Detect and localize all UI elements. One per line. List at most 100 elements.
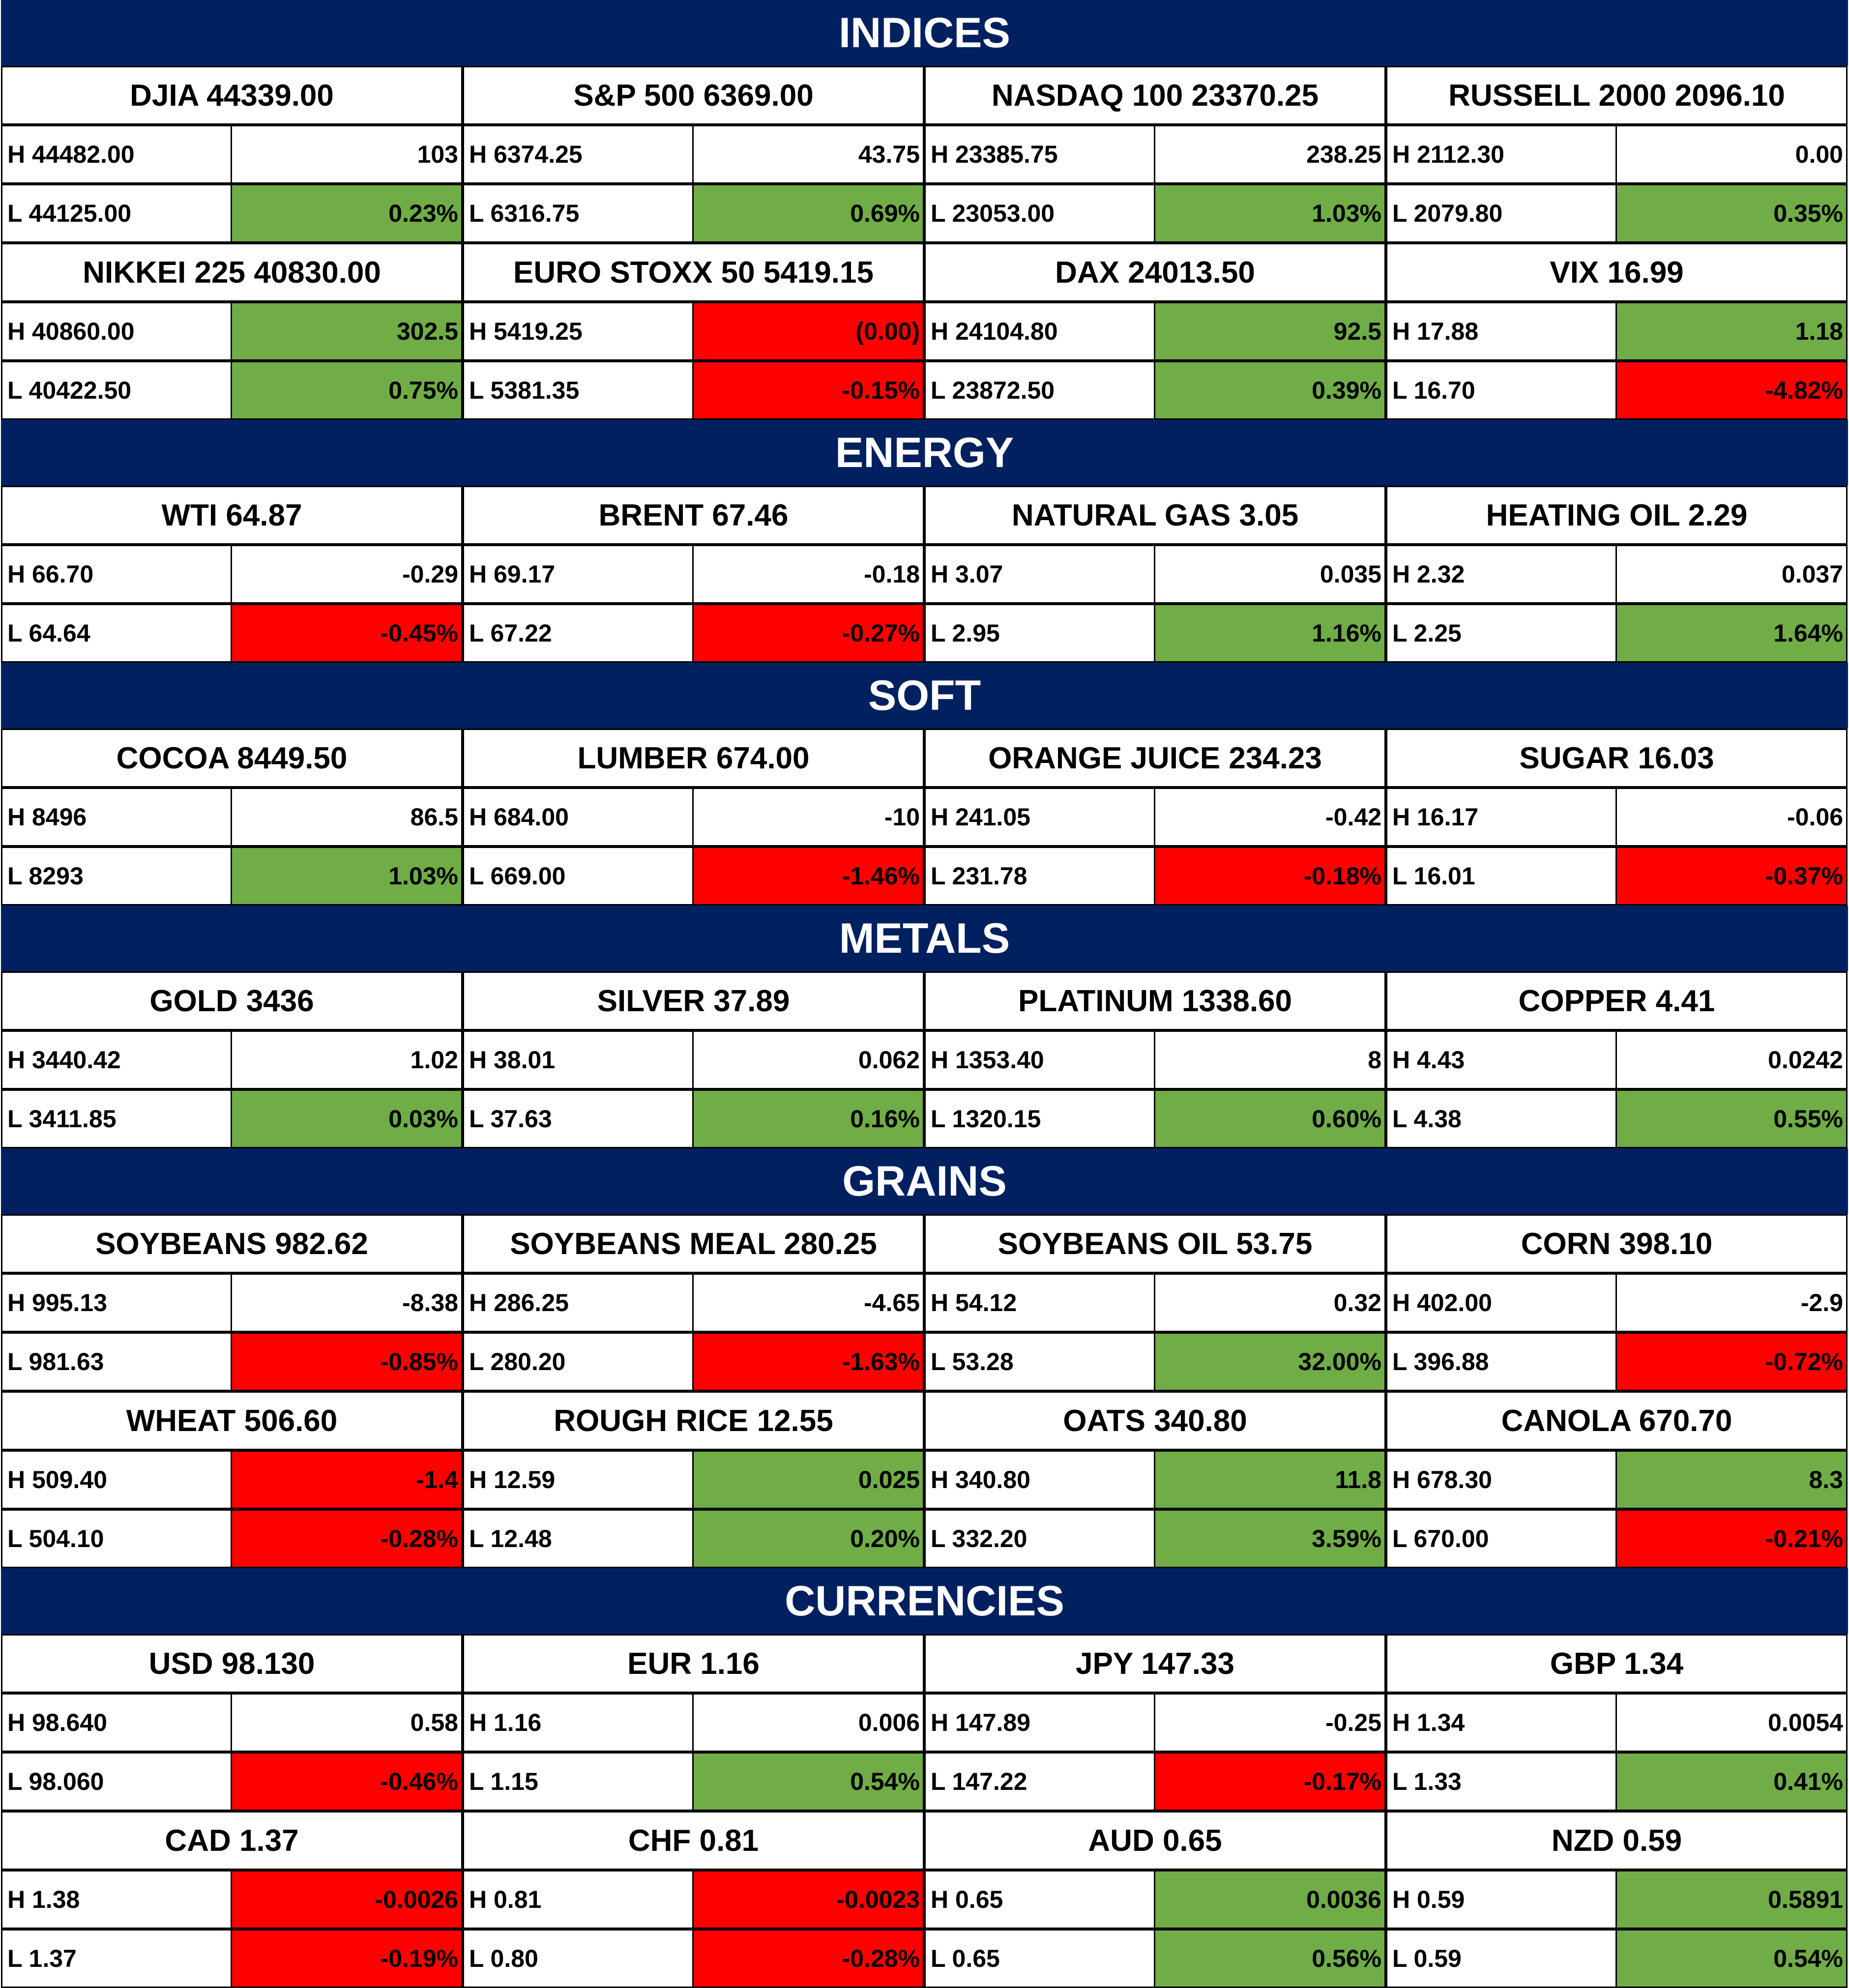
instrument-high: H 54.12 — [924, 1273, 1155, 1332]
instrument-change: 0.062 — [692, 1030, 924, 1089]
instrument-change: 0.58 — [231, 1693, 463, 1752]
instrument-title: EUR 1.16 — [463, 1634, 924, 1693]
instrument-title: PLATINUM 1338.60 — [924, 971, 1386, 1030]
section-header-soft: SOFT — [1, 663, 1848, 729]
instrument-pct-change: -1.46% — [692, 847, 924, 906]
instrument-high: H 17.88 — [1386, 302, 1617, 361]
section-header-grains: GRAINS — [1, 1148, 1848, 1214]
instrument-high: H 44482.00 — [1, 125, 232, 184]
instrument-pct-change: 0.23% — [231, 184, 463, 243]
instrument-change: (0.00) — [692, 302, 924, 361]
instrument-pct-change: 0.35% — [1615, 184, 1848, 243]
instrument-low: L 16.01 — [1386, 847, 1617, 906]
instrument-change: -0.0023 — [692, 1870, 924, 1929]
instrument-title: SILVER 37.89 — [463, 971, 924, 1030]
instrument-low: L 23872.50 — [924, 361, 1155, 420]
instrument-high: H 3.07 — [924, 545, 1155, 604]
instrument-title: ORANGE JUICE 234.23 — [924, 729, 1386, 788]
instrument-title: WHEAT 506.60 — [1, 1391, 463, 1450]
instrument-change: -0.18 — [692, 545, 924, 604]
instrument-low: L 12.48 — [463, 1509, 694, 1568]
instrument-pct-change: 0.69% — [692, 184, 924, 243]
section-header-indices: INDICES — [1, 0, 1848, 66]
instrument-title: COCOA 8449.50 — [1, 729, 463, 788]
instrument-high: H 509.40 — [1, 1450, 232, 1509]
instrument-pct-change: -0.17% — [1154, 1752, 1386, 1811]
instrument-pct-change: -0.37% — [1615, 847, 1848, 906]
instrument-change: 0.0054 — [1615, 1693, 1848, 1752]
instrument-low: L 1.15 — [463, 1752, 694, 1811]
instrument-change: 0.00 — [1615, 125, 1848, 184]
instrument-change: 43.75 — [692, 125, 924, 184]
instrument-pct-change: 0.54% — [1615, 1929, 1848, 1988]
instrument-pct-change: 1.16% — [1154, 604, 1386, 663]
instrument-low: L 147.22 — [924, 1752, 1155, 1811]
instrument-pct-change: 0.03% — [231, 1089, 463, 1148]
instrument-pct-change: -0.46% — [231, 1752, 463, 1811]
instrument-low: L 332.20 — [924, 1509, 1155, 1568]
instrument-high: H 2112.30 — [1386, 125, 1617, 184]
instrument-title: NASDAQ 100 23370.25 — [924, 66, 1386, 125]
instrument-title: SUGAR 16.03 — [1386, 729, 1848, 788]
instrument-low: L 16.70 — [1386, 361, 1617, 420]
section-header-metals: METALS — [1, 906, 1848, 971]
instrument-pct-change: 0.41% — [1615, 1752, 1848, 1811]
instrument-pct-change: 0.75% — [231, 361, 463, 420]
instrument-change: -8.38 — [231, 1273, 463, 1332]
instrument-change: 1.02 — [231, 1030, 463, 1089]
instrument-low: L 1320.15 — [924, 1089, 1155, 1148]
instrument-change: 0.0036 — [1154, 1870, 1386, 1929]
instrument-change: -4.65 — [692, 1273, 924, 1332]
instrument-change: 8 — [1154, 1030, 1386, 1089]
instrument-pct-change: -0.85% — [231, 1332, 463, 1391]
instrument-low: L 5381.35 — [463, 361, 694, 420]
instrument-change: 302.5 — [231, 302, 463, 361]
section-header-energy: ENERGY — [1, 420, 1848, 486]
instrument-title: COPPER 4.41 — [1386, 971, 1848, 1030]
instrument-low: L 2.95 — [924, 604, 1155, 663]
instrument-title: EURO STOXX 50 5419.15 — [463, 243, 924, 302]
instrument-title: GBP 1.34 — [1386, 1634, 1848, 1693]
instrument-change: 0.0242 — [1615, 1030, 1848, 1089]
instrument-title: RUSSELL 2000 2096.10 — [1386, 66, 1848, 125]
instrument-low: L 504.10 — [1, 1509, 232, 1568]
instrument-change: 1.18 — [1615, 302, 1848, 361]
instrument-low: L 670.00 — [1386, 1509, 1617, 1568]
instrument-high: H 8496 — [1, 788, 232, 847]
instrument-pct-change: 1.64% — [1615, 604, 1848, 663]
instrument-low: L 98.060 — [1, 1752, 232, 1811]
instrument-low: L 37.63 — [463, 1089, 694, 1148]
instrument-pct-change: -0.18% — [1154, 847, 1386, 906]
instrument-change: 0.32 — [1154, 1273, 1386, 1332]
instrument-high: H 1.34 — [1386, 1693, 1617, 1752]
instrument-title: DJIA 44339.00 — [1, 66, 463, 125]
instrument-high: H 66.70 — [1, 545, 232, 604]
instrument-low: L 1.33 — [1386, 1752, 1617, 1811]
instrument-low: L 396.88 — [1386, 1332, 1617, 1391]
instrument-pct-change: 0.16% — [692, 1089, 924, 1148]
instrument-low: L 2.25 — [1386, 604, 1617, 663]
instrument-change: 11.8 — [1154, 1450, 1386, 1509]
instrument-change: -0.06 — [1615, 788, 1848, 847]
instrument-low: L 23053.00 — [924, 184, 1155, 243]
instrument-low: L 1.37 — [1, 1929, 232, 1988]
instrument-high: H 678.30 — [1386, 1450, 1617, 1509]
instrument-title: NATURAL GAS 3.05 — [924, 486, 1386, 545]
instrument-pct-change: 3.59% — [1154, 1509, 1386, 1568]
instrument-high: H 98.640 — [1, 1693, 232, 1752]
instrument-change: -2.9 — [1615, 1273, 1848, 1332]
instrument-high: H 684.00 — [463, 788, 694, 847]
instrument-change: 238.25 — [1154, 125, 1386, 184]
instrument-pct-change: -0.28% — [692, 1929, 924, 1988]
instrument-change: 8.3 — [1615, 1450, 1848, 1509]
instrument-title: SOYBEANS OIL 53.75 — [924, 1214, 1386, 1273]
instrument-pct-change: 0.56% — [1154, 1929, 1386, 1988]
instrument-change: 0.035 — [1154, 545, 1386, 604]
instrument-pct-change: 0.39% — [1154, 361, 1386, 420]
instrument-change: 0.5891 — [1615, 1870, 1848, 1929]
instrument-high: H 2.32 — [1386, 545, 1617, 604]
instrument-high: H 1.38 — [1, 1870, 232, 1929]
instrument-pct-change: 1.03% — [231, 847, 463, 906]
instrument-title: NZD 0.59 — [1386, 1811, 1848, 1870]
instrument-low: L 0.80 — [463, 1929, 694, 1988]
